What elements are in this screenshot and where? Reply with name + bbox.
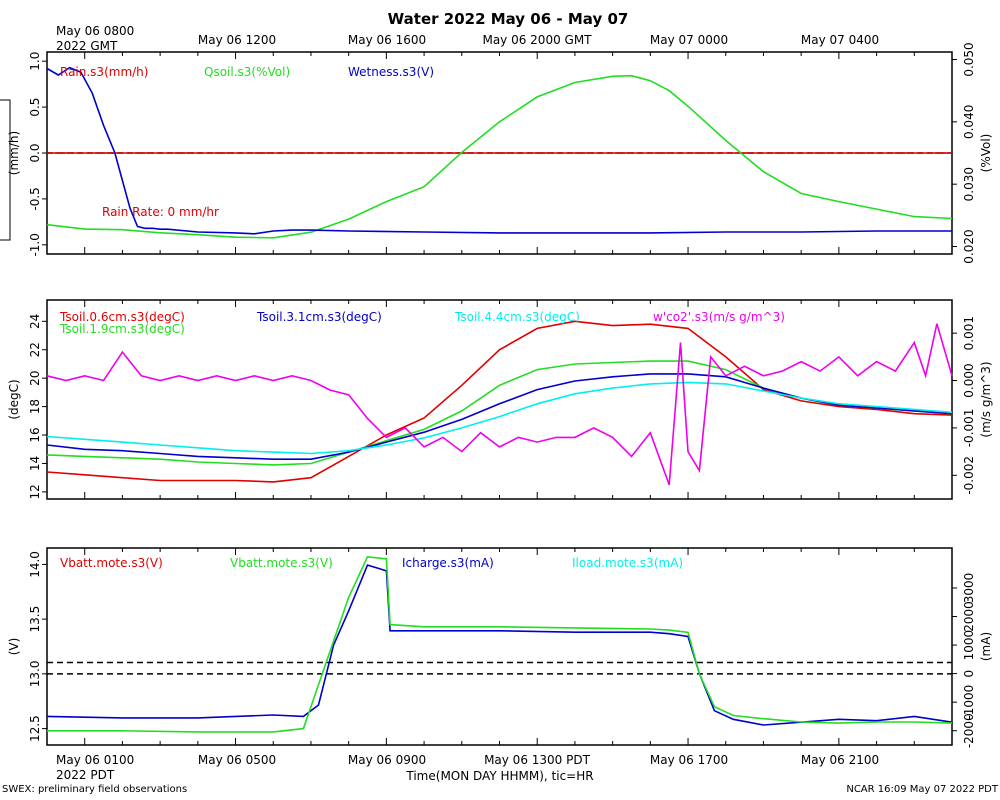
y-tick-label-left: 13.5 <box>28 606 42 633</box>
y-axis-label-left: (mm/h) <box>7 131 21 175</box>
y-tick-label-right: 0.000 <box>962 363 976 397</box>
y-tick-label-right: -0.001 <box>962 409 976 448</box>
series-line <box>46 66 952 235</box>
y-tick-label-left: 0.5 <box>28 98 42 117</box>
series-line <box>46 564 953 726</box>
y-tick-label-left: 12 <box>28 484 42 499</box>
bottom-axis-tick-label: May 06 0500 <box>198 753 276 767</box>
top-axis-tick-label: May 06 1200 <box>198 33 276 47</box>
legend-label: Wetness.s3(V) <box>348 65 434 79</box>
chart-panels: 1.0 0.5 0.0 -0.5 -1.0 (mm/h) 0.050 0.040 0.030 0.… <box>7 42 993 748</box>
chart-title: Water 2022 May 06 - May 07 <box>388 10 629 28</box>
legend-label: w'co2'.s3(m/s g/m^3) <box>653 310 785 324</box>
y-tick-label-right: 1000 <box>962 630 976 661</box>
series-line <box>46 323 953 486</box>
footer-right: NCAR 16:09 May 07 2022 PDT <box>846 784 999 795</box>
footer-left: SWEX: preliminary field observations <box>2 784 187 795</box>
y-tick-label-left: 14 <box>28 456 42 471</box>
series-line <box>46 74 953 239</box>
y-tick-label-right: 0.001 <box>962 316 976 350</box>
top-axis-tick-label: May 06 1600 <box>348 33 426 47</box>
legend-label: Tsoil.3.1cm.s3(degC) <box>256 310 382 324</box>
panel-2: 24 22 20 18 16 14 12 (degC) 0.001 0.000 -0.001 -0.0… <box>7 299 993 664</box>
legend-label: Tsoil.4.4cm.s3(degC) <box>454 310 580 324</box>
y-tick-label-right: 2000 <box>962 601 976 632</box>
rain-rate-annotation: Rain Rate: 0 mm/hr <box>102 205 219 219</box>
y-axis-label-right: (m/s g/m^3) <box>979 361 993 437</box>
y-tick-label-right: 0.030 <box>962 167 976 201</box>
series-line <box>46 381 953 455</box>
series-line <box>46 320 953 483</box>
y-tick-label-left: 24 <box>28 314 42 329</box>
y-tick-label-right: -2000 <box>962 713 976 748</box>
side-bracket <box>0 99 11 241</box>
bottom-axis-first-tick-line2: 2022 PDT <box>56 768 115 782</box>
y-tick-label-right: -0.002 <box>962 456 976 495</box>
y-tick-label-left: 18 <box>28 399 42 414</box>
y-axis-label-right: (mA) <box>979 632 993 661</box>
legend-label: Vbatt.mote.s3(V) <box>60 556 163 570</box>
y-axis-label-left: (V) <box>7 638 21 656</box>
y-axis-label-left: (degC) <box>7 379 21 419</box>
top-axis-tick-label: May 07 0400 <box>801 33 879 47</box>
y-tick-label-right: -1000 <box>962 685 976 720</box>
x-axis-label: Time(MON DAY HHMM), tic=HR <box>405 769 593 783</box>
y-tick-label-right: 0.040 <box>962 105 976 139</box>
y-tick-label-left: 22 <box>28 342 42 357</box>
y-tick-label-left: -1.0 <box>28 233 42 256</box>
top-axis-tick-label: May 07 0000 <box>650 33 728 47</box>
y-axis-label-right: (%Vol) <box>979 134 993 173</box>
legend-label: Qsoil.s3(%Vol) <box>204 65 290 79</box>
y-tick-label-right: 0.050 <box>962 42 976 76</box>
y-tick-label-left: 14.0 <box>28 551 42 578</box>
legend-label: Iload.mote.s3(mA) <box>572 556 683 570</box>
legend-label: Rain.s3(mm/h) <box>60 65 148 79</box>
y-tick-label-left: -0.5 <box>28 187 42 210</box>
bottom-axis-tick-label: May 06 2100 <box>801 753 879 767</box>
y-tick-label-left: 20 <box>28 371 42 386</box>
legend-label: Tsoil.1.9cm.s3(degC) <box>59 322 185 336</box>
bottom-axis-tick-label: May 06 0900 <box>348 753 426 767</box>
y-tick-label-left: 13.0 <box>28 661 42 688</box>
legend-label: Vbatt.mote.s3(V) <box>230 556 333 570</box>
y-tick-label-left: 12.5 <box>28 715 42 742</box>
y-tick-label-right: 3000 <box>962 573 976 604</box>
bottom-axis-tick-label: May 06 1700 <box>650 753 728 767</box>
top-axis-first-tick-line1: May 06 0800 <box>56 24 134 38</box>
y-tick-label-right: 0.020 <box>962 229 976 263</box>
y-tick-label-left: 1.0 <box>28 52 42 71</box>
y-tick-label-left: 0.0 <box>28 143 42 162</box>
panel-1: 1.0 0.5 0.0 -0.5 -1.0 (mm/h) 0.050 0.040 0.030 0.… <box>7 42 993 263</box>
plot-frame <box>46 547 953 746</box>
bottom-axis-first-tick-line1: May 06 0100 <box>56 753 134 767</box>
y-tick-label-left: 16 <box>28 427 42 442</box>
top-axis-tick-label: May 06 2000 GMT <box>482 33 592 47</box>
series-line <box>47 555 953 733</box>
legend-label: Tsoil.0.6cm.s3(degC) <box>59 310 185 324</box>
legend-label: Icharge.s3(mA) <box>402 556 494 570</box>
bottom-axis-tick-label: May 06 1300 PDT <box>484 753 591 767</box>
top-axis-first-tick-line2: 2022 GMT <box>56 39 118 53</box>
y-tick-label-right: 0 <box>962 670 976 678</box>
